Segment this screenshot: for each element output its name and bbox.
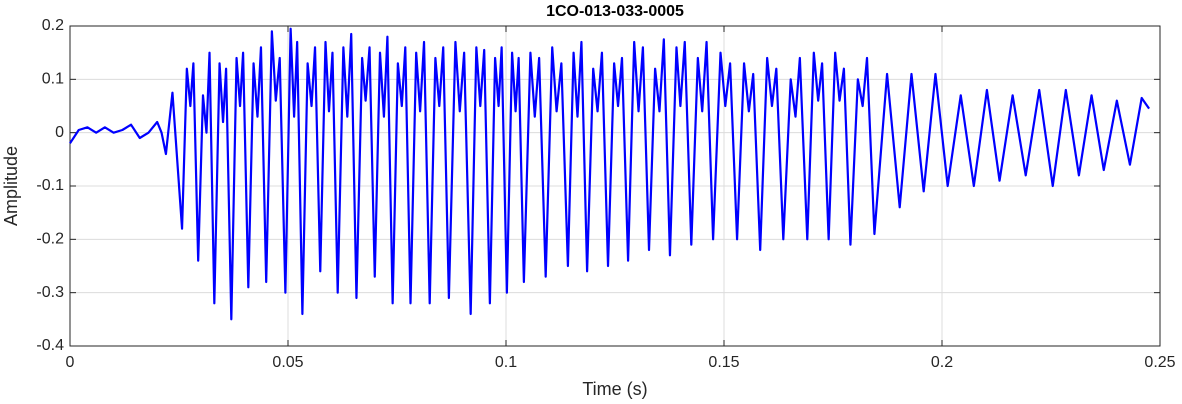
x-tick-label: 0	[66, 354, 75, 371]
y-axis-label: Amplitude	[1, 146, 21, 226]
y-tick-label: -0.2	[36, 231, 64, 248]
x-axis-label: Time (s)	[582, 379, 647, 399]
x-tick-label: 0.1	[495, 354, 517, 371]
x-tick-label: 0.05	[272, 354, 303, 371]
y-tick-label: 0	[55, 124, 64, 141]
waveform-line	[69, 27, 1151, 321]
y-tick-label: -0.4	[36, 337, 64, 354]
x-tick-label: 0.2	[931, 354, 953, 371]
y-tick-label: 0.1	[42, 71, 64, 88]
y-tick-label: -0.1	[36, 177, 64, 194]
y-tick-label: -0.3	[36, 284, 64, 301]
x-tick-label: 0.15	[708, 354, 739, 371]
x-tick-label: 0.25	[1144, 354, 1175, 371]
y-tick-label: 0.2	[42, 17, 64, 34]
plot-frame	[69, 25, 1161, 347]
chart-title: 1CO-013-033-0005	[546, 3, 684, 20]
